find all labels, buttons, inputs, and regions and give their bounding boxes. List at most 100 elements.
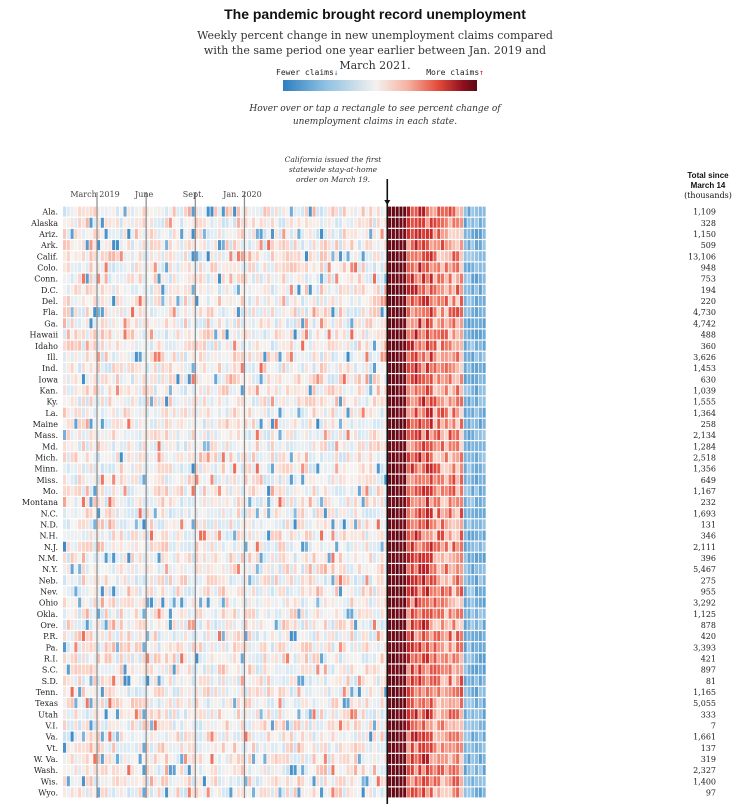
heatmap-cell[interactable]	[157, 262, 161, 273]
heatmap-cell[interactable]	[463, 485, 467, 496]
heatmap-cell[interactable]	[357, 318, 361, 329]
heatmap-cell[interactable]	[376, 474, 380, 485]
heatmap-cell[interactable]	[217, 675, 222, 686]
heatmap-cell[interactable]	[320, 564, 324, 575]
heatmap-cell[interactable]	[342, 552, 346, 563]
heatmap-cell[interactable]	[142, 597, 146, 608]
heatmap-cell[interactable]	[191, 329, 195, 340]
heatmap-cell[interactable]	[176, 463, 180, 474]
heatmap-cell[interactable]	[176, 407, 180, 418]
heatmap-cell[interactable]	[255, 284, 259, 295]
heatmap-cell[interactable]	[289, 407, 293, 418]
heatmap-cell[interactable]	[391, 262, 395, 273]
heatmap-cell[interactable]	[93, 474, 97, 485]
heatmap-cell[interactable]	[350, 385, 354, 396]
heatmap-cell[interactable]	[131, 519, 135, 530]
heatmap-cell[interactable]	[463, 508, 467, 519]
heatmap-cell[interactable]	[195, 396, 199, 407]
heatmap-cell[interactable]	[108, 418, 112, 429]
heatmap-cell[interactable]	[63, 575, 67, 586]
heatmap-cell[interactable]	[342, 619, 346, 630]
heatmap-cell[interactable]	[202, 441, 206, 452]
heatmap-cell[interactable]	[369, 396, 373, 407]
heatmap-cell[interactable]	[138, 374, 142, 385]
heatmap-cell[interactable]	[157, 206, 161, 217]
heatmap-cell[interactable]	[149, 586, 154, 597]
heatmap-cell[interactable]	[221, 608, 225, 619]
heatmap-cell[interactable]	[297, 519, 301, 530]
heatmap-cell[interactable]	[274, 307, 278, 318]
heatmap-cell[interactable]	[278, 318, 282, 329]
heatmap-cell[interactable]	[81, 631, 85, 642]
heatmap-cell[interactable]	[357, 206, 361, 217]
heatmap-cell[interactable]	[289, 217, 293, 228]
heatmap-cell[interactable]	[410, 530, 414, 541]
heatmap-cell[interactable]	[131, 497, 135, 507]
heatmap-cell[interactable]	[467, 597, 471, 608]
heatmap-cell[interactable]	[229, 329, 233, 340]
heatmap-cell[interactable]	[274, 463, 278, 474]
heatmap-cell[interactable]	[399, 619, 403, 630]
heatmap-cell[interactable]	[78, 273, 82, 284]
heatmap-cell[interactable]	[259, 418, 263, 429]
heatmap-cell[interactable]	[63, 430, 67, 440]
heatmap-cell[interactable]	[123, 273, 127, 284]
heatmap-cell[interactable]	[475, 642, 479, 653]
heatmap-cell[interactable]	[70, 318, 74, 329]
heatmap-cell[interactable]	[131, 262, 135, 273]
heatmap-cell[interactable]	[176, 519, 180, 530]
heatmap-cell[interactable]	[380, 452, 384, 463]
heatmap-cell[interactable]	[157, 653, 161, 664]
heatmap-cell[interactable]	[369, 474, 373, 485]
heatmap-cell[interactable]	[168, 318, 172, 329]
heatmap-cell[interactable]	[289, 273, 293, 284]
heatmap-cell[interactable]	[127, 597, 131, 608]
heatmap-cell[interactable]	[391, 396, 395, 407]
heatmap-cell[interactable]	[286, 675, 290, 686]
heatmap-cell[interactable]	[380, 318, 384, 329]
heatmap-cell[interactable]	[221, 340, 225, 351]
heatmap-cell[interactable]	[180, 206, 184, 217]
heatmap-cell[interactable]	[357, 407, 361, 418]
heatmap-cell[interactable]	[85, 318, 89, 329]
heatmap-cell[interactable]	[441, 318, 445, 329]
heatmap-cell[interactable]	[138, 396, 142, 407]
heatmap-cell[interactable]	[471, 642, 475, 653]
heatmap-cell[interactable]	[316, 552, 320, 563]
heatmap-cell[interactable]	[388, 273, 392, 284]
heatmap-cell[interactable]	[422, 619, 426, 630]
heatmap-cell[interactable]	[320, 206, 324, 217]
heatmap-cell[interactable]	[149, 653, 154, 664]
heatmap-cell[interactable]	[214, 653, 218, 664]
heatmap-cell[interactable]	[429, 474, 433, 485]
heatmap-cell[interactable]	[433, 631, 437, 642]
heatmap-cell[interactable]	[134, 619, 138, 630]
heatmap-cell[interactable]	[191, 273, 195, 284]
heatmap-cell[interactable]	[93, 329, 97, 340]
heatmap-cell[interactable]	[471, 273, 475, 284]
heatmap-cell[interactable]	[331, 351, 335, 362]
heatmap-cell[interactable]	[422, 329, 426, 340]
heatmap-cell[interactable]	[89, 251, 93, 262]
heatmap-cell[interactable]	[191, 664, 195, 675]
heatmap-cell[interactable]	[142, 631, 146, 642]
heatmap-cell[interactable]	[369, 530, 373, 541]
heatmap-cell[interactable]	[244, 474, 248, 485]
heatmap-cell[interactable]	[304, 262, 308, 273]
heatmap-cell[interactable]	[176, 497, 180, 507]
heatmap-cell[interactable]	[452, 262, 456, 273]
heatmap-cell[interactable]	[85, 340, 89, 351]
heatmap-cell[interactable]	[146, 307, 150, 318]
heatmap-cell[interactable]	[478, 273, 482, 284]
heatmap-cell[interactable]	[183, 217, 188, 228]
heatmap-cell[interactable]	[244, 430, 248, 440]
heatmap-cell[interactable]	[282, 351, 286, 362]
heatmap-cell[interactable]	[388, 251, 392, 262]
heatmap-cell[interactable]	[320, 541, 324, 552]
heatmap-cell[interactable]	[221, 228, 225, 239]
heatmap-cell[interactable]	[316, 262, 320, 273]
heatmap-cell[interactable]	[115, 485, 119, 496]
heatmap-cell[interactable]	[157, 407, 161, 418]
heatmap-cell[interactable]	[463, 519, 467, 530]
heatmap-cell[interactable]	[229, 530, 233, 541]
